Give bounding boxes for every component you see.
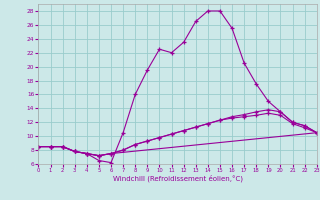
X-axis label: Windchill (Refroidissement éolien,°C): Windchill (Refroidissement éolien,°C) — [113, 175, 243, 182]
